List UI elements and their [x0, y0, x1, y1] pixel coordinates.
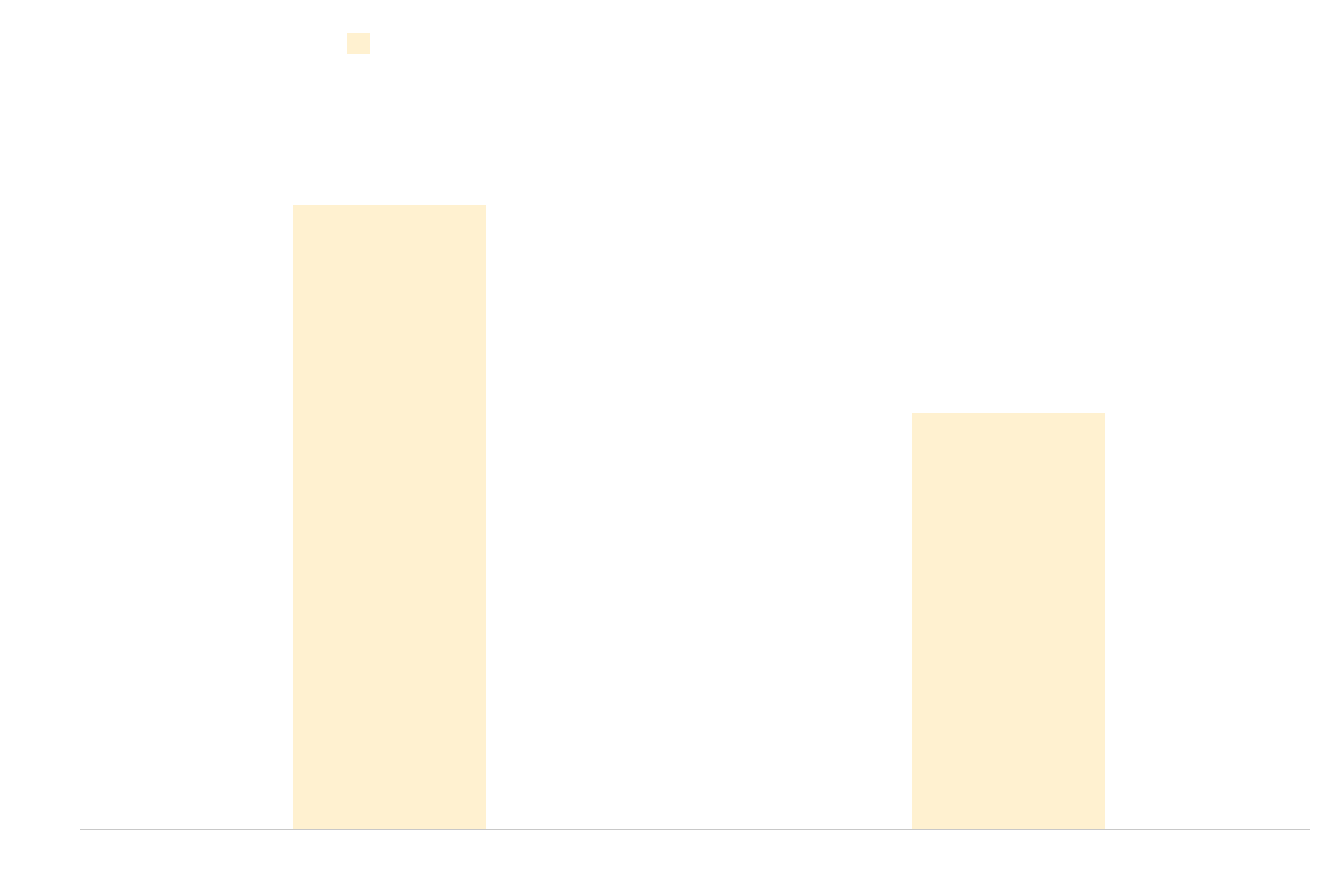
bar-2	[912, 413, 1105, 829]
bar-1	[293, 205, 486, 829]
bars	[293, 205, 1105, 829]
legend-swatch	[347, 33, 370, 54]
legend	[347, 33, 370, 54]
